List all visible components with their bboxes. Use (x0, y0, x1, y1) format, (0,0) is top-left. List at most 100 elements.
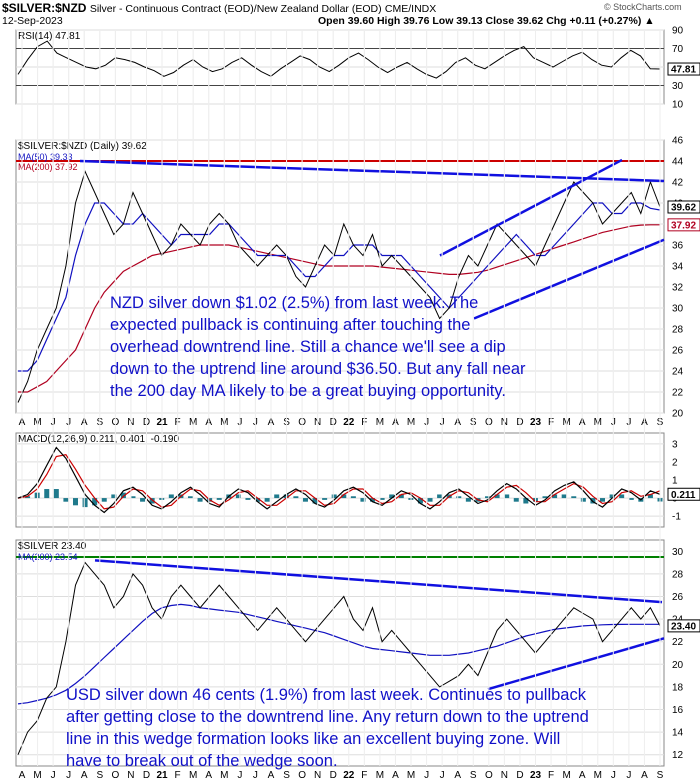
macd-histogram-bar (628, 498, 634, 500)
macd-histogram-bar (619, 494, 625, 499)
macd-last-value-box (667, 487, 700, 501)
x-tick-label: 23 (530, 770, 542, 780)
x-tick-label: M (376, 770, 384, 780)
usd-panel-title: $SILVER 23.40 (18, 541, 87, 552)
x-tick-label: S (96, 770, 103, 780)
x-tick-label: M (33, 770, 41, 780)
nzd-last-value: 39.62 (671, 202, 696, 213)
x-tick-label: M (562, 770, 570, 780)
macd-histogram-bar (274, 494, 280, 499)
x-tick-label: F (361, 770, 367, 780)
x-tick-label: 22 (343, 770, 355, 780)
macd-histogram-bar (561, 494, 567, 499)
macd-histogram-bar (255, 498, 261, 502)
macd-histogram-bar (504, 494, 510, 499)
x-tick-label: S (283, 770, 290, 780)
macd-histogram-bar (216, 498, 222, 500)
macd-histogram-bar (360, 498, 366, 502)
x-tick-label: M (407, 770, 415, 780)
y-tick-label: 24 (672, 367, 684, 378)
y-tick-label: 32 (672, 283, 684, 294)
rsi-series-line (17, 40, 661, 79)
x-tick-label: A (392, 770, 399, 780)
macd-histogram-bar (25, 496, 31, 499)
x-tick-label: O (298, 770, 306, 780)
macd-histogram-bar (542, 496, 548, 499)
y-tick-label: 90 (672, 26, 684, 37)
nzd-annotation: NZD silver down $1.02 (2.5%) from last w… (110, 294, 526, 400)
y-tick-label: 16 (672, 705, 684, 716)
y-tick-label: 26 (672, 592, 684, 603)
macd-histogram-bar (350, 496, 356, 499)
symbol: $SILVER:$NZD (2, 1, 87, 15)
y-tick-label: 46 (672, 136, 684, 147)
rsi-last-value-box (667, 62, 700, 76)
macd-histogram-bar (370, 498, 376, 502)
x-tick-label: O (485, 770, 493, 780)
x-tick-label: 21 (156, 770, 168, 780)
macd-histogram-bar (168, 494, 174, 499)
y-tick-label: 10 (672, 100, 684, 111)
nzd-channel-upper-line (439, 158, 623, 257)
macd-histogram-bar (465, 498, 471, 502)
x-tick-label: J (440, 770, 445, 780)
x-tick-label: S (657, 770, 664, 780)
macd-histogram-bar (72, 498, 78, 506)
y-tick-label: 3 (672, 439, 678, 450)
ohlc-readout: Open 39.60 High 39.76 Low 39.13 Close 39… (318, 15, 655, 27)
y-tick-label: 30 (672, 547, 684, 558)
nzd-price-line (17, 170, 661, 403)
y-tick-label: 26 (672, 346, 684, 357)
x-tick-label: S (470, 770, 477, 780)
x-tick-label: O (111, 770, 119, 780)
y-tick-label: 42 (672, 178, 684, 189)
macd-histogram-bar (82, 498, 88, 508)
y-tick-label: 28 (672, 325, 684, 336)
x-tick-label: D (516, 770, 523, 780)
rsi-title: RSI(14) 47.81 (18, 31, 81, 42)
x-tick-label: N (314, 770, 321, 780)
nzd-ma200-line (18, 224, 660, 393)
macd-histogram-bar (609, 494, 615, 499)
x-tick-label: A (641, 770, 648, 780)
x-tick-label: F (548, 770, 554, 780)
x-tick-label: J (51, 770, 56, 780)
y-tick-label: 70 (672, 44, 684, 55)
macd-histogram-bar (101, 498, 107, 502)
macd-histogram-bar (580, 498, 586, 502)
x-tick-label: A (454, 770, 461, 780)
macd-histogram-bar (571, 496, 577, 499)
usd-price-line (17, 561, 661, 755)
macd-line (17, 446, 661, 514)
nzd-channel-lower-line (473, 238, 665, 320)
y-tick-label: 14 (672, 728, 684, 739)
y-tick-label: 2 (672, 457, 678, 468)
stockcharts-watermark: © StockCharts.com (604, 2, 682, 12)
macd-histogram-bar (111, 494, 117, 499)
macd-histogram-bar (197, 498, 203, 502)
x-tick-label: M (594, 770, 602, 780)
macd-histogram-bar (647, 494, 653, 499)
nzd-last-value-box (667, 200, 700, 214)
x-tick-label: N (127, 770, 134, 780)
macd-histogram-bar (187, 496, 193, 499)
x-tick-label: A (268, 770, 275, 780)
macd-histogram-bar (485, 496, 491, 499)
macd-histogram-bar (600, 498, 606, 502)
chart-symbol-title: $SILVER:$NZD Silver - Continuous Contrac… (2, 1, 436, 15)
macd-histogram-bar (140, 498, 146, 502)
macd-histogram-bar (130, 496, 136, 499)
macd-histogram-bar (456, 496, 462, 499)
macd-histogram-bar (92, 498, 98, 506)
macd-histogram-bar (322, 498, 328, 500)
chart-date: 12-Sep-2023 (2, 15, 63, 27)
macd-histogram-bar (245, 498, 251, 500)
x-tick-label: J (611, 770, 616, 780)
macd-histogram-bar (437, 494, 443, 499)
y-tick-label: -1 (672, 512, 681, 523)
x-tick-label: J (253, 770, 258, 780)
macd-histogram-bar (302, 498, 308, 502)
y-tick-label: 18 (672, 682, 684, 693)
y-tick-label: 34 (672, 262, 684, 273)
